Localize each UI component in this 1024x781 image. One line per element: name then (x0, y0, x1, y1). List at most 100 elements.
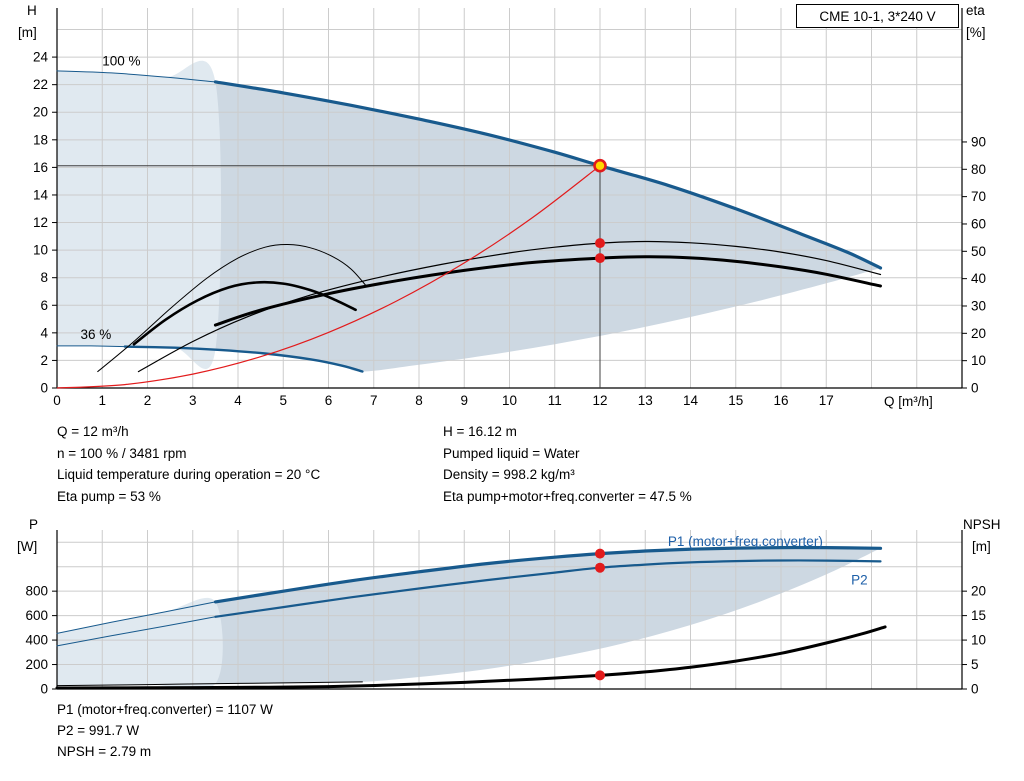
tick-label: 0 (40, 682, 48, 697)
tick-label: 10 (971, 633, 986, 648)
info-liquid: Pumped liquid = Water (443, 445, 580, 461)
h-axis-unit: [m] (18, 25, 37, 40)
tick-label: 14 (33, 187, 49, 202)
power-envelope (57, 547, 881, 686)
tick-label: 24 (33, 50, 49, 65)
tick-label: 50 (971, 244, 986, 259)
p1-curve (213, 545, 883, 604)
npsh-axis-unit: [m] (972, 539, 991, 554)
tick-label: 13 (638, 393, 653, 408)
tick-label: 4 (234, 393, 242, 408)
tick-label: 14 (683, 393, 699, 408)
head-100-curve (213, 80, 883, 270)
eta-total-36-curve (132, 280, 357, 346)
tick-label: 10 (502, 393, 517, 408)
tick-label: 12 (33, 215, 48, 230)
eta-axis-title: eta (966, 3, 985, 18)
value-dot-marker (595, 548, 605, 559)
tick-label: 12 (592, 393, 607, 408)
tick-label: 4 (40, 325, 48, 340)
tick-label: 70 (971, 189, 986, 204)
tick-label: 16 (33, 160, 48, 175)
eta-total-curve (213, 255, 882, 327)
value-dot-marker (595, 670, 605, 681)
affinity-parabola-curve (56, 165, 601, 389)
p1-thin-curve (56, 601, 216, 634)
tick-label: 90 (971, 134, 986, 149)
tick-label: 7 (370, 393, 378, 408)
tick-label: 22 (33, 77, 48, 92)
info-density: Density = 998.2 kg/m³ (443, 467, 575, 482)
info-temp: Liquid temperature during operation = 20… (57, 467, 321, 482)
chart-annotation: P2 (851, 572, 868, 587)
tick-label: 3 (189, 393, 197, 408)
tick-label: 6 (40, 298, 48, 313)
tick-label: 20 (33, 105, 48, 120)
p2-curve (214, 559, 882, 618)
tick-label: 6 (325, 393, 333, 408)
tick-label: 200 (25, 657, 48, 672)
tick-label: 20 (971, 584, 986, 599)
model-label: CME 10-1, 3*240 V (819, 8, 936, 24)
npsh-axis-title: NPSH (963, 517, 1001, 532)
info-eta-pump: Eta pump = 53 % (57, 488, 161, 504)
tick-label: 15 (971, 608, 986, 623)
low-flow-region (57, 60, 222, 369)
tick-label: 17 (819, 393, 834, 408)
tick-label: 0 (971, 381, 979, 396)
h-axis-title: H (27, 3, 37, 18)
info-npsh: NPSH = 2.79 m (57, 744, 152, 759)
tick-label: 9 (460, 393, 468, 408)
value-dot-marker (595, 253, 605, 264)
power-npsh-chart: 0 200 400 600 800 0 5 10 15 20 P1 (motor+freq.conv… (25, 530, 986, 697)
head-eta-chart: 0 1 2 3 4 5 6 7 8 9 10 11 12 13 14 15 16 1702468101214161… (33, 8, 986, 408)
operating-envelope (57, 70, 881, 372)
tick-label: 5 (971, 657, 979, 672)
model-label-box: CME 10-1, 3*240 V (796, 4, 959, 28)
tick-label: 8 (40, 270, 48, 285)
operating-data-bottom: P1 (motor+freq.converter) = 1107 W P2 = … (57, 699, 273, 762)
p-axis-unit: [W] (17, 539, 38, 554)
tick-label: 8 (415, 393, 423, 408)
tick-label: 2 (40, 353, 48, 368)
tick-label: 11 (548, 393, 562, 408)
tick-label: 60 (971, 216, 986, 231)
tick-label: 15 (728, 393, 743, 408)
value-dot-marker (595, 238, 605, 249)
tick-label: 10 (971, 353, 986, 368)
operating-data-left: Q = 12 m³/h n = 100 % / 3481 rpm Liquid … (57, 421, 320, 507)
p-axis-title: P (29, 517, 39, 532)
tick-label: 16 (773, 393, 788, 408)
duty-point-marker (593, 158, 607, 173)
head-36-curve (123, 345, 364, 373)
q-axis-title: Q [m³/h] (884, 394, 933, 409)
tick-label: 10 (33, 243, 48, 258)
info-speed: n = 100 % / 3481 rpm (57, 445, 187, 461)
value-dot-marker (595, 562, 605, 573)
tick-label: 2 (144, 393, 152, 408)
p2-thin-curve (56, 616, 216, 647)
tick-label: 600 (25, 608, 48, 623)
head-36-thin-curve (56, 345, 126, 348)
npsh-curve (55, 625, 887, 690)
tick-label: 30 (971, 298, 986, 313)
head-100-thin-curve (56, 70, 216, 83)
chart-annotation: 36 % (81, 327, 112, 342)
tick-label: 800 (25, 584, 48, 599)
p-36-curve (56, 681, 363, 687)
tick-label: 5 (279, 393, 287, 408)
power-low-flow-region (57, 597, 223, 690)
info-flow: Q = 12 m³/h (57, 424, 129, 439)
tick-label: 18 (33, 132, 48, 147)
tick-label: 0 (971, 682, 979, 697)
info-eta-total: Eta pump+motor+freq.converter = 47.5 % (443, 488, 692, 504)
info-head: H = 16.12 m (443, 424, 517, 439)
tick-label: 0 (53, 393, 61, 408)
tick-label: 1 (98, 393, 106, 408)
tick-label: 20 (971, 326, 986, 341)
tick-label: 40 (971, 271, 986, 286)
tick-label: 0 (40, 381, 48, 396)
chart-annotation: 100 % (102, 53, 140, 68)
